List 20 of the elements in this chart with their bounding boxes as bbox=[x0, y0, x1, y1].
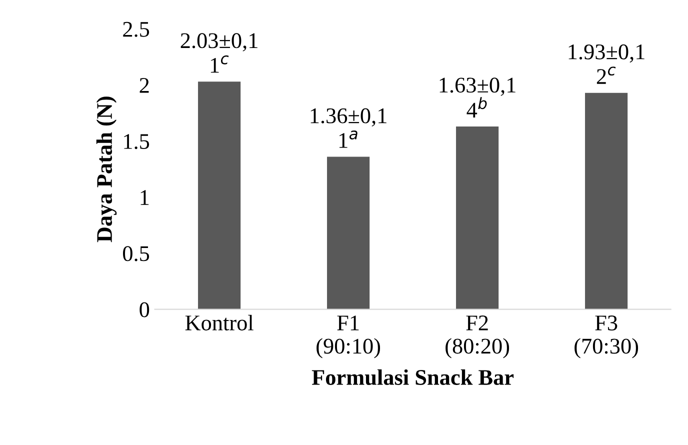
y-tick-label: 1.5 bbox=[124, 134, 150, 150]
bar bbox=[327, 156, 370, 310]
x-tick-label: Kontrol bbox=[185, 314, 254, 330]
x-tick-label: F3 (70:30) bbox=[574, 316, 638, 358]
y-tick-label: 0 bbox=[140, 302, 150, 318]
x-tick-label: F1 (90:10) bbox=[316, 316, 380, 358]
y-tick-label: 2.5 bbox=[123, 22, 150, 37]
y-tick-label: 1 bbox=[140, 190, 149, 205]
bar bbox=[198, 82, 241, 310]
x-tick-label: F2 (80:20) bbox=[446, 316, 510, 358]
bar bbox=[456, 126, 499, 310]
y-tick-label: 2 bbox=[140, 78, 149, 93]
data-label: 1.36±0,1 1$^{a}$ bbox=[310, 108, 386, 148]
data-label: 2.03±0,1 1$^{c}$ bbox=[180, 33, 258, 73]
y-tick-label: 0.5 bbox=[123, 246, 150, 262]
x-axis-title: Formulasi Snack Bar bbox=[312, 369, 514, 386]
bar bbox=[585, 92, 628, 310]
data-label: 1.93±0,1 2$^{c}$ bbox=[568, 44, 644, 84]
data-label: 1.63±0,1 4$^{b}$ bbox=[440, 78, 516, 118]
y-axis-title: Daya Patah (N) bbox=[96, 96, 117, 242]
